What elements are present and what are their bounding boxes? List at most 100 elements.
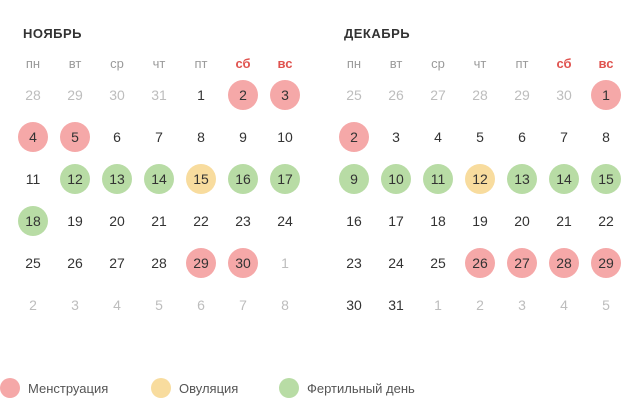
day-other-month: 31	[151, 87, 167, 103]
day[interactable]: 10	[277, 129, 293, 145]
day-ovulation[interactable]: 15	[186, 164, 216, 194]
day[interactable]: 26	[67, 255, 83, 271]
day-cell: 27	[417, 80, 459, 110]
day-fertile[interactable]: 10	[381, 164, 411, 194]
day[interactable]: 20	[109, 213, 125, 229]
day-cell: 13	[501, 164, 543, 194]
day-menstruation[interactable]: 26	[465, 248, 495, 278]
day-menstruation[interactable]: 2	[228, 80, 258, 110]
day-menstruation[interactable]: 4	[18, 122, 48, 152]
month-title: НОЯБРЬ	[23, 26, 83, 41]
day[interactable]: 6	[113, 129, 121, 145]
day-cell: 9	[333, 164, 375, 194]
day[interactable]: 28	[151, 255, 167, 271]
day-cell: 6	[96, 122, 138, 152]
day-other-month: 4	[560, 297, 568, 313]
day-cell: 20	[501, 206, 543, 236]
day[interactable]: 4	[434, 129, 442, 145]
day[interactable]: 19	[67, 213, 83, 229]
day-fertile[interactable]: 13	[507, 164, 537, 194]
day-cell: 2	[333, 122, 375, 152]
week-row: 11 12 13 14 15 16 17	[12, 158, 308, 200]
day[interactable]: 23	[235, 213, 251, 229]
day[interactable]: 19	[472, 213, 488, 229]
legend: Менструация Овуляция Фертильный день	[0, 378, 640, 402]
day[interactable]: 7	[155, 129, 163, 145]
day-cell: 31	[138, 80, 180, 110]
day[interactable]: 25	[430, 255, 446, 271]
day-cell: 3	[264, 80, 306, 110]
day[interactable]: 31	[388, 297, 404, 313]
week-row: 25 26 27 28 29 30 1	[12, 242, 308, 284]
day[interactable]: 9	[239, 129, 247, 145]
day-fertile[interactable]: 14	[549, 164, 579, 194]
day[interactable]: 17	[388, 213, 404, 229]
day-fertile[interactable]: 12	[60, 164, 90, 194]
month-title: ДЕКАБРЬ	[344, 26, 411, 41]
day-menstruation[interactable]: 29	[186, 248, 216, 278]
day-menstruation[interactable]: 27	[507, 248, 537, 278]
day[interactable]: 25	[25, 255, 41, 271]
day-cell: 25	[333, 80, 375, 110]
day-menstruation[interactable]: 29	[591, 248, 621, 278]
day-menstruation[interactable]: 28	[549, 248, 579, 278]
day-other-month: 8	[281, 297, 289, 313]
day-fertile[interactable]: 15	[591, 164, 621, 194]
day-fertile[interactable]: 11	[423, 164, 453, 194]
day-fertile[interactable]: 14	[144, 164, 174, 194]
day-cell: 1	[585, 80, 627, 110]
day-fertile[interactable]: 18	[18, 206, 48, 236]
day[interactable]: 20	[514, 213, 530, 229]
day[interactable]: 3	[392, 129, 400, 145]
weekday-label: вт	[389, 55, 403, 71]
day[interactable]: 16	[346, 213, 362, 229]
day-menstruation[interactable]: 30	[228, 248, 258, 278]
day[interactable]: 21	[556, 213, 572, 229]
legend-label: Менструация	[28, 380, 109, 396]
day-other-month: 3	[518, 297, 526, 313]
day[interactable]: 22	[598, 213, 614, 229]
day[interactable]: 1	[197, 87, 205, 103]
day[interactable]: 23	[346, 255, 362, 271]
day-cell: 18	[12, 206, 54, 236]
day[interactable]: 27	[109, 255, 125, 271]
day-menstruation[interactable]: 5	[60, 122, 90, 152]
week-row: 25 26 27 28 29 30 1	[333, 74, 629, 116]
day-other-month: 5	[602, 297, 610, 313]
day[interactable]: 8	[602, 129, 610, 145]
day[interactable]: 6	[518, 129, 526, 145]
day-menstruation[interactable]: 3	[270, 80, 300, 110]
day[interactable]: 11	[25, 171, 41, 187]
day-cell: 26	[375, 80, 417, 110]
day-other-month: 26	[388, 87, 404, 103]
day-cell: 4	[96, 290, 138, 320]
day-cell: 6	[501, 122, 543, 152]
day-menstruation[interactable]: 1	[591, 80, 621, 110]
day[interactable]: 22	[193, 213, 209, 229]
day[interactable]: 5	[476, 129, 484, 145]
day-fertile[interactable]: 13	[102, 164, 132, 194]
day-fertile[interactable]: 16	[228, 164, 258, 194]
day-cell: 24	[375, 248, 417, 278]
day[interactable]: 24	[277, 213, 293, 229]
day-fertile[interactable]: 17	[270, 164, 300, 194]
day-other-month: 27	[430, 87, 446, 103]
day[interactable]: 8	[197, 129, 205, 145]
day[interactable]: 7	[560, 129, 568, 145]
day-fertile[interactable]: 9	[339, 164, 369, 194]
day-menstruation[interactable]: 2	[339, 122, 369, 152]
day-cell: 5	[54, 122, 96, 152]
weekday-label: вс	[598, 55, 614, 71]
weekday-label: вт	[68, 55, 82, 71]
day-cell: 30	[333, 290, 375, 320]
day[interactable]: 18	[430, 213, 446, 229]
day[interactable]: 30	[346, 297, 362, 313]
day-cell: 21	[138, 206, 180, 236]
day-ovulation[interactable]: 12	[465, 164, 495, 194]
legend-item-menstruation: Менструация	[0, 378, 108, 398]
day[interactable]: 21	[151, 213, 167, 229]
day[interactable]: 24	[388, 255, 404, 271]
day-other-month: 6	[197, 297, 205, 313]
day-cell: 26	[54, 248, 96, 278]
day-cell: 22	[180, 206, 222, 236]
